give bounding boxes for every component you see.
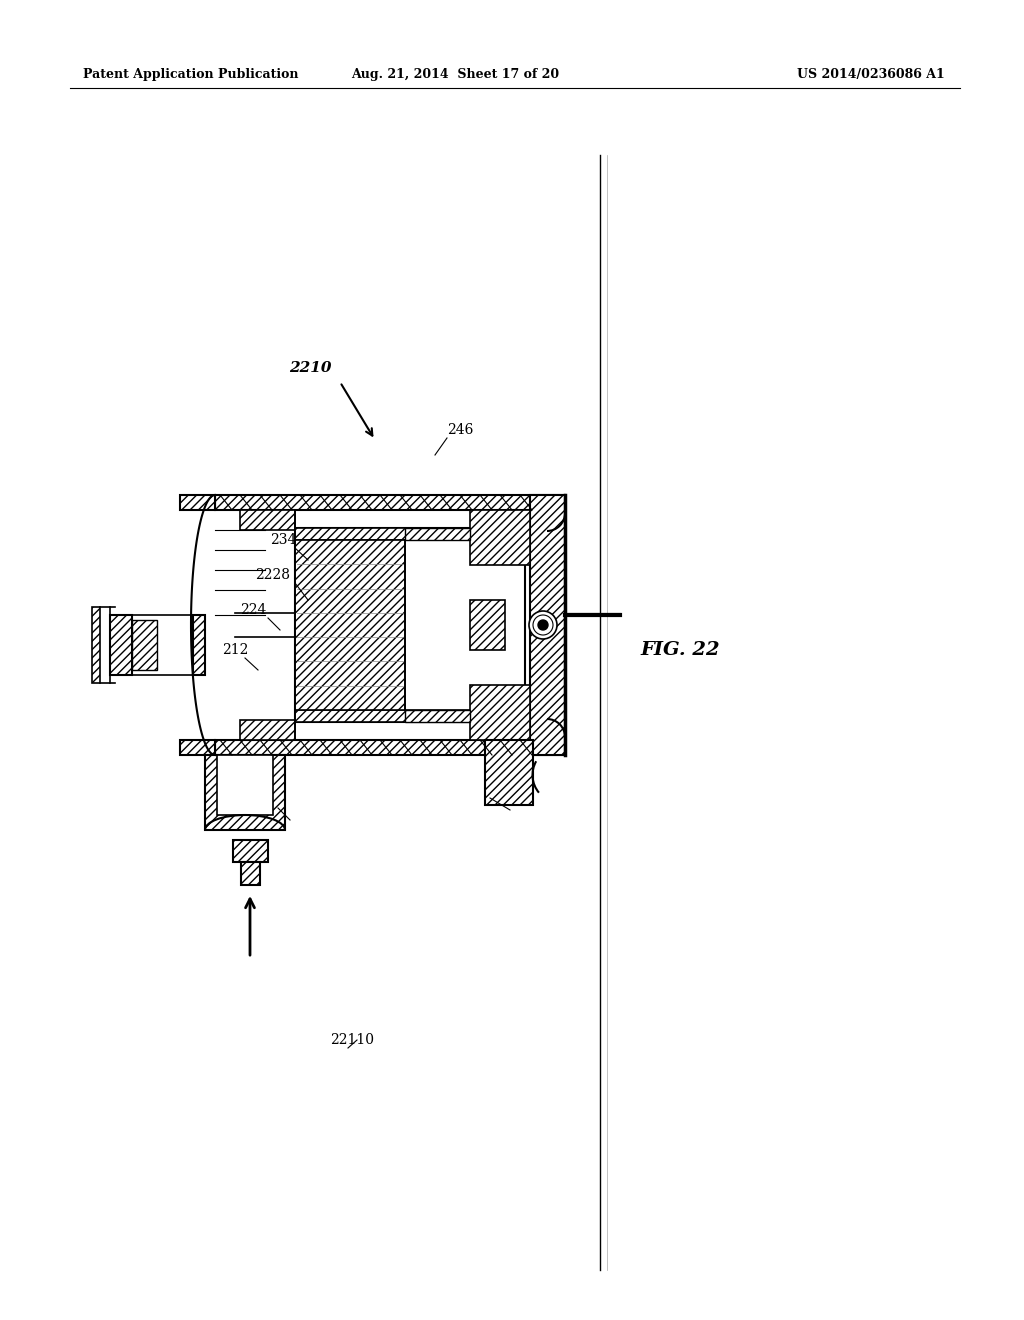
Bar	[132, 620, 157, 671]
Text: 2210: 2210	[289, 360, 331, 375]
Text: 2274: 2274	[240, 793, 275, 807]
Bar	[240, 510, 295, 531]
Bar	[295, 528, 525, 540]
Bar	[470, 685, 530, 741]
Bar	[406, 528, 470, 540]
Bar	[215, 495, 565, 510]
Bar	[295, 710, 525, 722]
Text: FIG. 22: FIG. 22	[640, 642, 720, 659]
Bar	[241, 862, 260, 884]
Text: 2228a: 2228a	[490, 783, 534, 797]
Bar	[470, 601, 505, 649]
Circle shape	[538, 620, 548, 630]
Bar	[485, 741, 534, 805]
Bar	[92, 607, 100, 682]
Text: 224: 224	[240, 603, 266, 616]
Text: 212: 212	[222, 643, 249, 657]
Bar	[180, 741, 215, 755]
Text: 246: 246	[447, 422, 473, 437]
Bar	[205, 755, 285, 830]
Bar	[233, 840, 268, 862]
Bar	[180, 495, 215, 510]
Bar	[530, 495, 565, 755]
Bar	[110, 615, 132, 675]
Text: Aug. 21, 2014  Sheet 17 of 20: Aug. 21, 2014 Sheet 17 of 20	[351, 69, 559, 81]
Text: Patent Application Publication: Patent Application Publication	[83, 69, 299, 81]
Circle shape	[534, 615, 553, 635]
Text: 2228: 2228	[255, 568, 290, 582]
Bar	[295, 528, 525, 722]
Text: US 2014/0236086 A1: US 2014/0236086 A1	[798, 69, 945, 81]
Bar	[217, 755, 273, 814]
Bar	[470, 510, 530, 565]
Bar	[193, 615, 205, 675]
Text: 22110: 22110	[330, 1034, 374, 1047]
Bar	[240, 719, 295, 741]
Circle shape	[529, 611, 557, 639]
Bar	[406, 710, 470, 722]
Bar	[295, 540, 406, 710]
Bar	[215, 741, 565, 755]
Text: 234: 234	[270, 533, 296, 546]
